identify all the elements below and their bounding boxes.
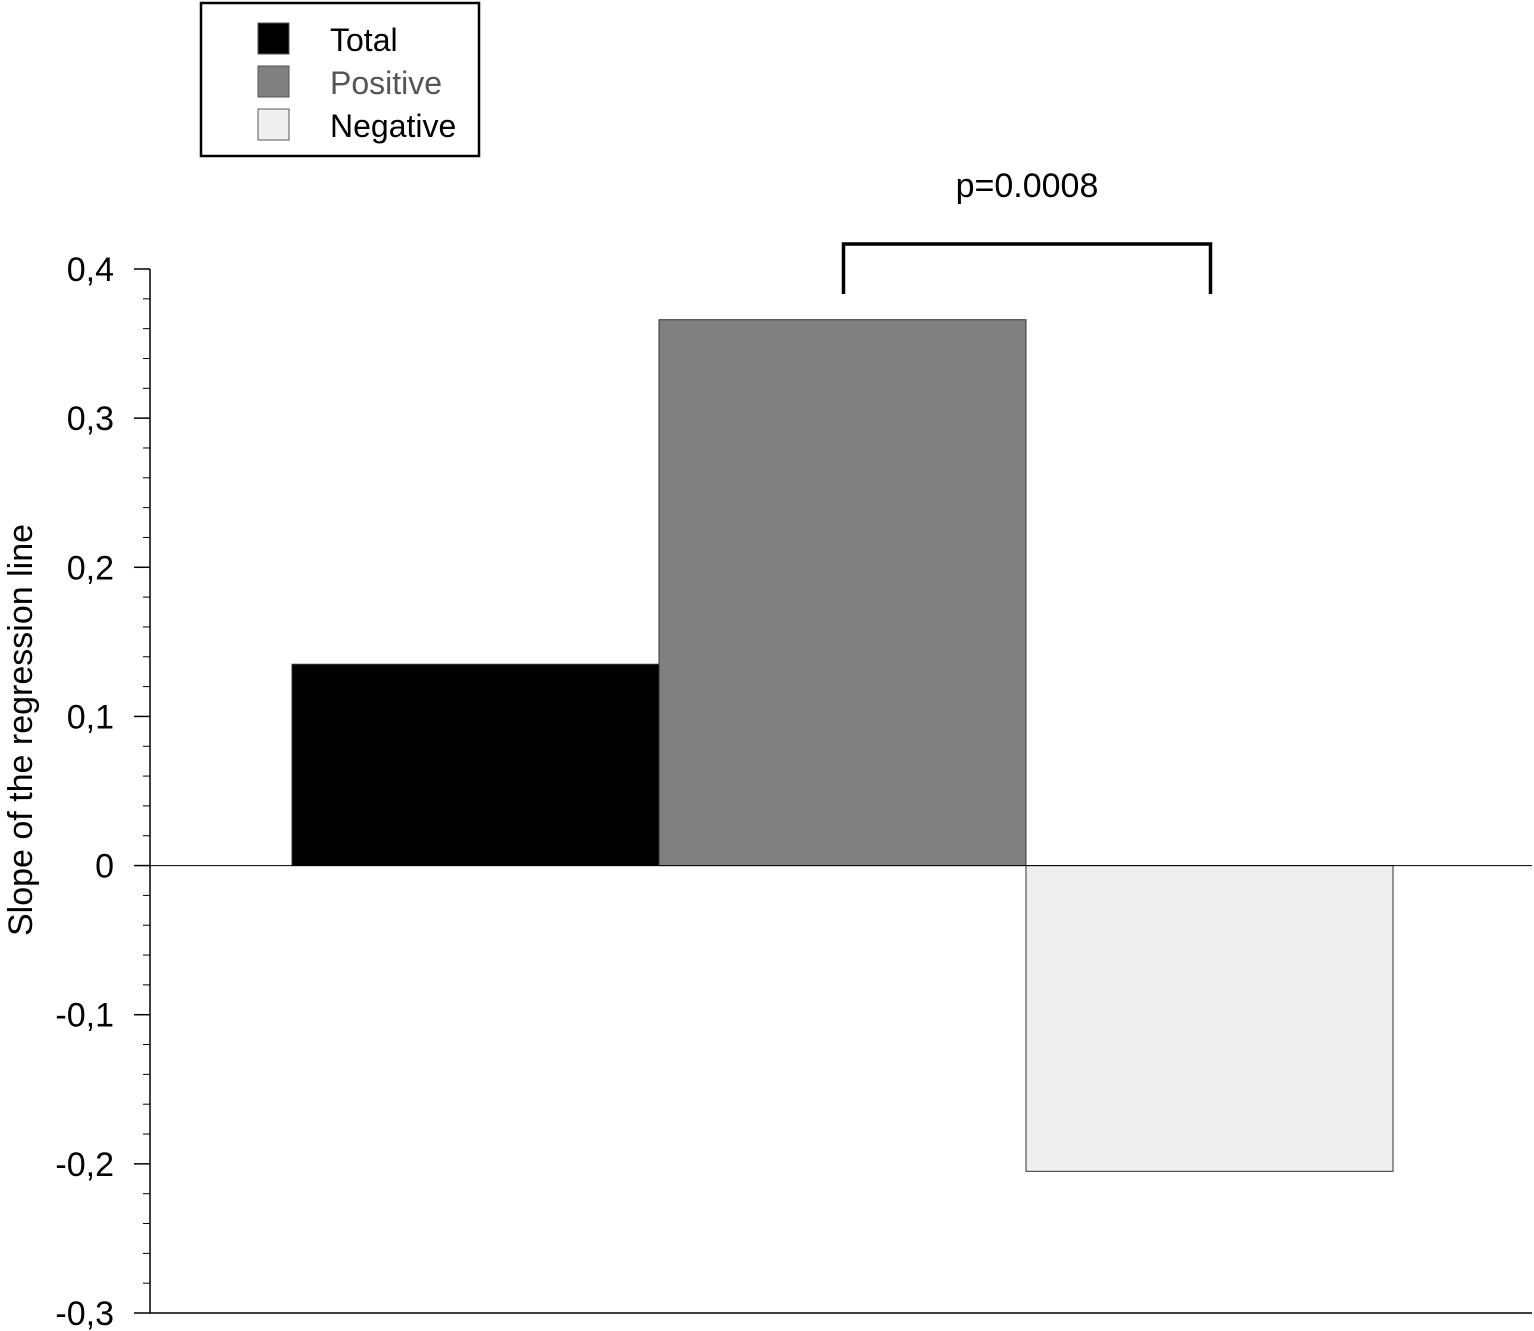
legend-swatch-total (257, 22, 290, 55)
y-tick-label: 0,3 (67, 400, 114, 438)
significance-bracket (841, 242, 1213, 294)
y-axis-title: Slope of the regression line (2, 524, 40, 936)
bar-negative (1025, 865, 1394, 1172)
y-tick-label: 0,1 (67, 698, 114, 736)
y-tick-label: -0,2 (55, 1146, 114, 1184)
bars (291, 319, 1394, 1172)
p-value-label: p=0.0008 (956, 167, 1099, 205)
bar-positive (658, 319, 1027, 867)
y-tick-label: -0,1 (55, 997, 114, 1035)
y-tick-label: -0,3 (55, 1295, 114, 1331)
legend-box (199, 1, 481, 158)
legend-label-total: Total (330, 22, 398, 58)
y-tick-label: 0 (95, 848, 114, 886)
legend: Total Positive Negative (199, 1, 481, 158)
legend-swatch-negative (257, 108, 290, 141)
legend-label-negative: Negative (330, 108, 456, 144)
y-tick-label: 0,4 (67, 251, 114, 289)
legend-swatch-positive (257, 65, 290, 98)
significance-annotation: p=0.0008 (841, 167, 1213, 294)
bar-total (291, 663, 660, 867)
legend-label-positive: Positive (330, 65, 442, 101)
y-axis: 0,4 0,3 0,2 0,1 0 -0,1 -0,2 -0,3 (55, 251, 151, 1331)
y-tick-label: 0,2 (67, 549, 114, 587)
